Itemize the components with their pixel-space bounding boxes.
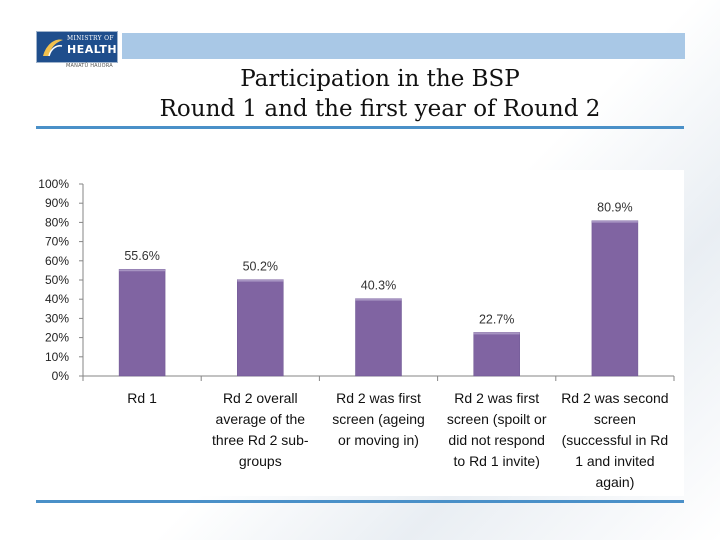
header-band — [122, 33, 685, 59]
participation-bar-chart: 0% 10% 20% 30% 40% 50% 60% 70% 80% 90% 100% 55.6% Rd… — [38, 177, 675, 490]
fern-icon — [43, 39, 63, 57]
chart-panel: 0% 10% 20% 30% 40% 50% 60% 70% 80% 90% 100% 55.6% Rd… — [28, 170, 684, 496]
category-label-line: did not respond — [448, 432, 545, 448]
category-label-line: groups — [239, 453, 282, 469]
category-label-line: Rd 2 overall — [223, 390, 298, 406]
y-tick-label: 90% — [45, 196, 69, 210]
category-label: Rd 2 was first screen (spoilt or did not r… — [447, 390, 547, 469]
ministry-of-health-logo: MINISTRY OF HEALTH MANATŪ HAUORA — [36, 31, 118, 69]
category-label: Rd 2 was first screen (ageing or moving in… — [332, 390, 425, 448]
logo-badge: MINISTRY OF HEALTH — [36, 31, 118, 63]
category-label-line: Rd 2 was second — [561, 390, 668, 406]
footer-rule — [36, 500, 684, 503]
category-label-line: Rd 1 — [127, 390, 157, 406]
title-rule — [36, 126, 684, 129]
category-label-line: 1 and invited — [575, 453, 654, 469]
data-label: 40.3% — [361, 279, 396, 293]
category-label-line: again) — [595, 474, 634, 490]
logo-line-3: MANATŪ HAUORA — [66, 63, 113, 69]
category-label-line: (successful in Rd — [562, 432, 669, 448]
title-line-1: Participation in the BSP — [240, 66, 520, 92]
y-tick-label: 20% — [45, 331, 69, 345]
bar — [237, 279, 284, 377]
category-label: Rd 1 — [127, 390, 157, 406]
bar-highlight — [591, 220, 638, 223]
bar — [591, 220, 639, 377]
y-tick-label: 80% — [45, 215, 69, 229]
slide-title: Participation in the BSP Round 1 and the… — [100, 64, 660, 124]
y-tick-label: 50% — [45, 273, 69, 287]
category-label: Rd 2 was second screen (successful in Rd 1 … — [561, 390, 668, 490]
category-label-line: screen — [594, 411, 636, 427]
bar-highlight — [473, 332, 520, 335]
category-label-line: three Rd 2 sub- — [212, 432, 309, 448]
y-tick-label: 60% — [45, 254, 69, 268]
bar-highlight — [119, 269, 166, 272]
category-label-line: Rd 2 was first — [454, 390, 539, 406]
bar — [355, 298, 402, 377]
category-label-line: screen (spoilt or — [447, 411, 547, 427]
y-tick-label: 70% — [45, 235, 69, 249]
y-tick-label: 30% — [45, 311, 69, 325]
y-tick-label: 10% — [45, 350, 69, 364]
data-label: 22.7% — [479, 312, 514, 326]
category-label-line: screen (ageing — [332, 411, 425, 427]
logo-line-2: HEALTH — [67, 43, 118, 56]
logo-line-1: MINISTRY OF — [67, 35, 114, 42]
data-label: 80.9% — [597, 201, 632, 215]
bar-highlight — [355, 298, 402, 301]
category-label-line: to Rd 1 invite) — [454, 453, 540, 469]
title-line-2: Round 1 and the first year of Round 2 — [159, 96, 601, 122]
category-label-line: or moving in) — [338, 432, 419, 448]
bar — [118, 268, 166, 377]
category-label: Rd 2 overall average of the three Rd 2 sub… — [212, 390, 309, 469]
data-label: 55.6% — [124, 249, 159, 263]
y-tick-label: 40% — [45, 292, 69, 306]
data-label: 50.2% — [243, 260, 278, 274]
category-label-line: average of the — [216, 411, 306, 427]
y-tick-label: 100% — [38, 177, 69, 191]
category-label-line: Rd 2 was first — [336, 390, 421, 406]
y-tick-label: 0% — [52, 369, 70, 383]
bar-highlight — [237, 279, 284, 282]
bar — [473, 332, 520, 377]
